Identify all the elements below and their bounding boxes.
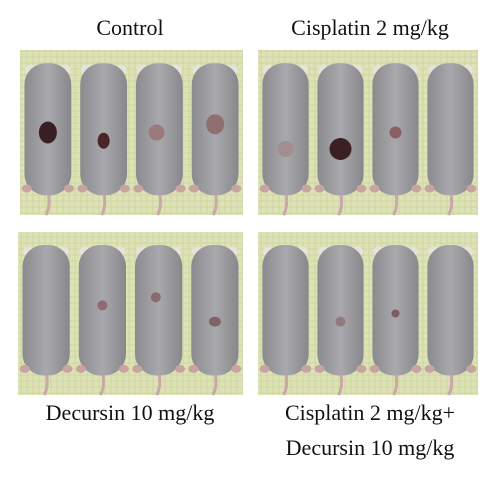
tumor <box>206 114 225 135</box>
mouse-foot <box>188 364 199 373</box>
mouse <box>21 63 75 216</box>
mouse-foot <box>424 184 435 193</box>
mouse-foot <box>424 364 435 373</box>
mouse-foot <box>411 364 422 373</box>
mouse <box>369 245 422 396</box>
mouse <box>133 63 186 216</box>
panel-label: Cisplatin 2 mg/kg+ <box>285 400 455 425</box>
mouse-foot <box>62 364 73 373</box>
mouse <box>259 63 312 216</box>
photo <box>18 232 243 396</box>
tumor <box>277 141 294 157</box>
mouse-foot <box>356 184 367 193</box>
mouse-foot <box>188 184 199 193</box>
mouse-body <box>317 245 364 376</box>
mouse-foot <box>314 184 325 193</box>
mouse <box>369 63 422 216</box>
mouse-foot <box>77 184 88 193</box>
mouse-foot <box>118 364 129 373</box>
tumor <box>97 132 110 149</box>
tumor <box>38 121 57 144</box>
mouse-body <box>80 63 128 196</box>
panel-label: Control <box>96 15 163 40</box>
panel-label: Decursin 10 mg/kg <box>46 400 215 425</box>
tumor <box>148 124 165 141</box>
mouse-foot <box>231 364 242 373</box>
mouse-foot <box>314 364 325 373</box>
mouse-foot <box>259 184 270 193</box>
mouse-foot <box>411 184 422 193</box>
mouse <box>314 63 367 216</box>
mouse-foot <box>175 184 186 193</box>
tumor <box>97 300 108 311</box>
mouse <box>19 245 73 396</box>
mouse-body <box>262 63 309 196</box>
mouse-foot <box>64 184 75 193</box>
mouse <box>188 63 242 216</box>
mouse <box>76 245 129 396</box>
mouse-foot <box>466 184 477 193</box>
mouse-foot <box>21 184 32 193</box>
mouse <box>314 245 367 396</box>
panel-label: Decursin 10 mg/kg <box>286 435 455 460</box>
mouse-body <box>22 245 70 376</box>
mouse <box>424 245 477 396</box>
mouse <box>77 63 130 216</box>
mouse-foot <box>76 364 86 373</box>
panel-label: Cisplatin 2 mg/kg <box>291 15 449 40</box>
mouse-foot <box>175 364 185 373</box>
photo <box>258 232 478 396</box>
mouse-body <box>317 63 364 196</box>
mouse-body <box>427 245 474 376</box>
mouse-foot <box>133 184 144 193</box>
mouse-foot <box>369 364 380 373</box>
mouse <box>259 245 312 396</box>
tumor <box>329 138 352 160</box>
mouse-foot <box>301 184 312 193</box>
mouse-foot <box>369 184 380 193</box>
tumor <box>335 316 346 327</box>
mouse-body <box>135 245 183 376</box>
mouse-foot <box>259 364 270 373</box>
mouse-foot <box>231 184 242 193</box>
mouse-foot <box>132 364 143 373</box>
photo <box>258 50 478 216</box>
tumor <box>150 292 161 303</box>
tumor <box>208 316 221 327</box>
mouse <box>188 245 242 396</box>
mouse <box>132 245 185 396</box>
mouse-foot <box>119 184 130 193</box>
mouse-foot <box>466 364 477 373</box>
mouse-foot <box>19 364 30 373</box>
mouse-body <box>427 63 474 196</box>
mouse-foot <box>301 364 312 373</box>
photo <box>20 50 243 216</box>
mouse-body <box>191 245 239 376</box>
mouse-body <box>262 245 309 376</box>
tumor <box>389 126 402 139</box>
tumor <box>391 309 400 318</box>
mouse-foot <box>356 364 367 373</box>
mouse <box>424 63 477 216</box>
